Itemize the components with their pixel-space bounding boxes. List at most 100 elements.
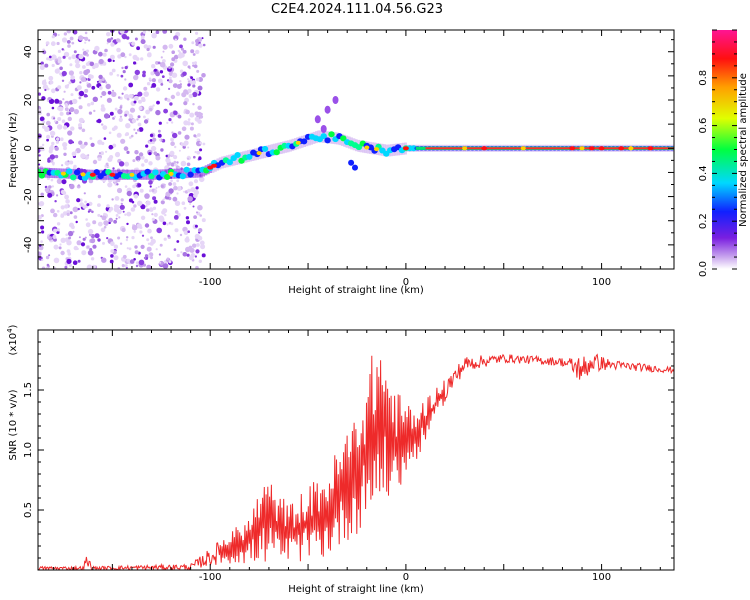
noise-dot: [51, 88, 56, 94]
noise-dot: [81, 250, 87, 256]
noise-dot: [92, 159, 98, 165]
noise-dot: [56, 230, 60, 234]
noise-dot: [180, 251, 183, 254]
noise-dot: [130, 134, 134, 138]
noise-dot: [78, 90, 85, 97]
trace-blob: [340, 135, 347, 142]
noise-dot: [168, 79, 173, 84]
colorbar-tick-label: 0.2: [698, 213, 709, 229]
x-tick-label: -100: [199, 277, 222, 288]
noise-dot: [87, 210, 90, 213]
noise-dot: [155, 71, 161, 77]
noise-dot: [197, 133, 201, 137]
noise-dot: [180, 47, 184, 51]
noise-dot: [51, 141, 55, 146]
noise-dot: [59, 243, 62, 246]
noise-dot: [173, 248, 177, 251]
noise-dot: [137, 115, 141, 119]
noise-dot: [74, 150, 78, 154]
noise-dot: [69, 222, 74, 228]
noise-dot: [192, 243, 197, 248]
noise-dot: [78, 105, 83, 110]
noise-dot: [112, 143, 117, 148]
noise-dot: [84, 200, 87, 204]
noise-dot: [128, 198, 133, 203]
noise-dot: [101, 123, 104, 126]
noise-dot: [124, 78, 127, 81]
noise-dot: [97, 221, 103, 227]
noise-dot: [170, 141, 175, 146]
noise-dot: [116, 187, 123, 194]
noise-dot: [132, 184, 136, 189]
noise-dot: [146, 82, 151, 86]
noise-dot: [153, 212, 158, 217]
noise-dot: [124, 55, 127, 59]
noise-dot: [67, 83, 70, 87]
noise-dot: [52, 235, 57, 239]
noise-dot: [67, 160, 70, 163]
noise-dot: [40, 192, 44, 197]
noise-dot: [160, 148, 164, 152]
trace-warmspot: [295, 140, 301, 145]
noise-dot: [133, 194, 139, 199]
noise-dot: [198, 77, 203, 82]
noise-dot: [172, 196, 178, 202]
noise-dot: [143, 256, 147, 260]
noise-dot: [80, 76, 86, 82]
noise-dot: [46, 263, 50, 267]
noise-dot: [174, 38, 177, 41]
noise-dot: [172, 83, 178, 88]
noise-dot: [90, 257, 95, 261]
trace-blob: [144, 168, 151, 175]
spectrogram-frame: [37, 29, 675, 270]
noise-dot: [147, 228, 152, 234]
noise-dot: [124, 161, 130, 167]
noise-dot: [174, 145, 177, 149]
noise-dot: [41, 266, 46, 269]
noise-dot: [196, 111, 203, 118]
noise-dot: [109, 71, 113, 76]
noise-dot: [196, 243, 200, 247]
trace-blob: [73, 169, 81, 176]
noise-dot: [196, 211, 198, 214]
noise-dot: [182, 49, 187, 54]
noise-dot: [131, 224, 138, 231]
noise-dot: [60, 137, 64, 141]
noise-dot: [122, 70, 126, 74]
trace-hotspot: [618, 146, 625, 151]
noise-dot: [138, 127, 144, 132]
noise-dot: [62, 142, 68, 148]
noise-dot: [54, 146, 59, 151]
noise-dot: [128, 113, 133, 118]
noise-dot: [138, 259, 145, 266]
noise-dot: [161, 75, 165, 78]
noise-dot: [57, 49, 62, 54]
noise-dot: [122, 210, 125, 213]
noise-dot: [171, 72, 178, 78]
noise-dot: [173, 155, 178, 160]
noise-dot: [173, 35, 179, 41]
noise-dot: [141, 234, 145, 237]
noise-dot: [142, 73, 146, 78]
noise-dot: [126, 211, 132, 217]
noise-dot: [176, 192, 179, 195]
noise-dot: [64, 204, 69, 209]
noise-dot: [176, 161, 179, 164]
noise-dot: [102, 52, 107, 57]
trace-hotspot: [647, 146, 654, 151]
noise-dot: [61, 70, 67, 77]
noise-dot: [89, 137, 93, 140]
noise-dot: [147, 242, 151, 245]
noise-dot: [129, 107, 136, 113]
noise-dot: [142, 70, 146, 75]
noise-dot: [98, 74, 103, 80]
noise-dot: [53, 212, 58, 218]
noise-dot: [138, 152, 144, 157]
trace-halo: [185, 168, 189, 179]
noise-dot: [112, 167, 115, 170]
noise-dot: [146, 208, 150, 212]
noise-dot: [115, 180, 119, 183]
noise-dot: [98, 86, 103, 90]
trace-blob: [300, 138, 308, 145]
noise-dot: [170, 121, 174, 124]
